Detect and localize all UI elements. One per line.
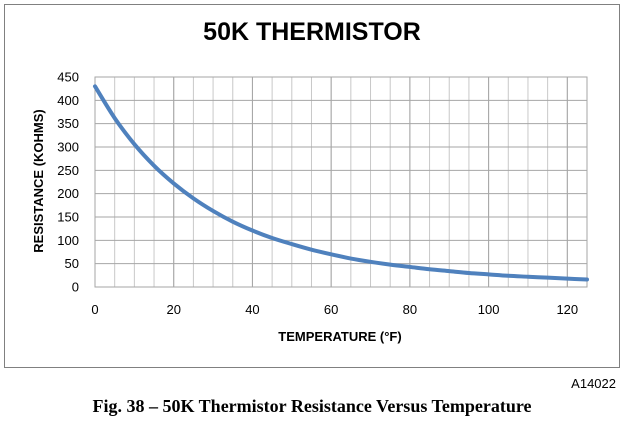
figure-caption: Fig. 38 – 50K Thermistor Resistance Vers…	[92, 396, 532, 416]
y-tick-label: 150	[57, 210, 79, 225]
y-axis-label: RESISTANCE (KOHMS)	[31, 109, 46, 252]
y-tick-label: 50	[65, 256, 79, 271]
figure-code: A14022	[571, 376, 616, 391]
x-tick-label: 120	[556, 302, 578, 317]
plot-area-border	[94, 76, 588, 288]
series-line	[93, 84, 589, 282]
x-tick-labels: 0 20 40 60 80 100 120	[91, 302, 578, 317]
x-tick-label: 80	[403, 302, 417, 317]
y-tick-label: 250	[57, 163, 79, 178]
y-tick-labels: 0 50 100 150 200 250 300 350 400 450	[57, 70, 79, 295]
series-layer	[93, 84, 589, 282]
chart-frame	[4, 4, 620, 368]
y-tick-label: 0	[72, 280, 79, 295]
y-tick-label: 200	[57, 186, 79, 201]
chart-plot: 0 50 100 150 200 250 300 350 400 450 0 20 40 60 80 100…	[31, 70, 589, 344]
y-tick-label: 400	[57, 93, 79, 108]
x-tick-label: 40	[245, 302, 259, 317]
y-tick-label: 300	[57, 140, 79, 155]
y-tick-label: 100	[57, 233, 79, 248]
grid-minor	[94, 77, 588, 287]
y-tick-label: 450	[57, 70, 79, 85]
x-tick-label: 100	[478, 302, 500, 317]
chart-title: 50K THERMISTOR	[203, 18, 421, 46]
y-tick-label: 350	[57, 116, 79, 131]
x-tick-label: 20	[166, 302, 180, 317]
x-tick-label: 60	[324, 302, 338, 317]
x-axis-label: TEMPERATURE (°F)	[278, 329, 401, 344]
x-tick-label: 0	[91, 302, 98, 317]
